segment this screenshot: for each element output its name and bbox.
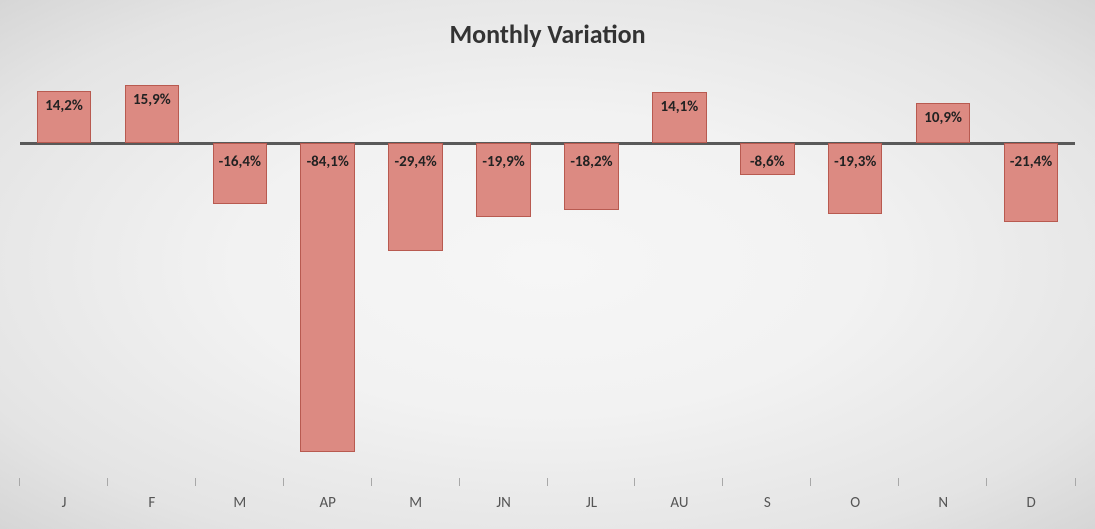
bar-value-label: -19,3% <box>811 153 899 171</box>
x-axis-label: AP <box>284 478 372 529</box>
bar-value-label: 14,1% <box>635 98 723 116</box>
bar-value-label: -29,4% <box>372 153 460 171</box>
bar-value-label: -21,4% <box>987 153 1075 171</box>
bar-value-label: 15,9% <box>108 91 196 109</box>
bar-value-label: -18,2% <box>548 153 636 171</box>
x-axis-label: D <box>987 478 1075 529</box>
bar <box>300 143 355 452</box>
bar-value-label: 14,2% <box>20 97 108 115</box>
chart-title: Monthly Variation <box>0 18 1095 50</box>
x-axis-label: F <box>108 478 196 529</box>
x-axis-label: JL <box>548 478 636 529</box>
bar-value-label: -84,1% <box>284 153 372 171</box>
chart-container: Monthly Variation 14,2%15,9% -16,4%-84,1%… <box>0 0 1095 529</box>
bar-value-label: 10,9% <box>899 109 987 127</box>
x-axis-label: AU <box>635 478 723 529</box>
x-axis-label: M <box>196 478 284 529</box>
bar-value-label: -8,6% <box>723 153 811 171</box>
bar-value-label: -19,9% <box>460 153 548 171</box>
plot-area: 14,2%15,9% -16,4%-84,1%-29,4%-19,9%-18,2%… <box>20 70 1075 474</box>
x-axis: JFMAPMJNJLAUSOND <box>20 478 1075 529</box>
x-axis-label: O <box>811 478 899 529</box>
x-axis-label: J <box>20 478 108 529</box>
x-axis-label: N <box>899 478 987 529</box>
bar-value-label: -16,4% <box>196 153 284 171</box>
x-axis-label: S <box>723 478 811 529</box>
x-axis-label: JN <box>460 478 548 529</box>
x-axis-label: M <box>372 478 460 529</box>
